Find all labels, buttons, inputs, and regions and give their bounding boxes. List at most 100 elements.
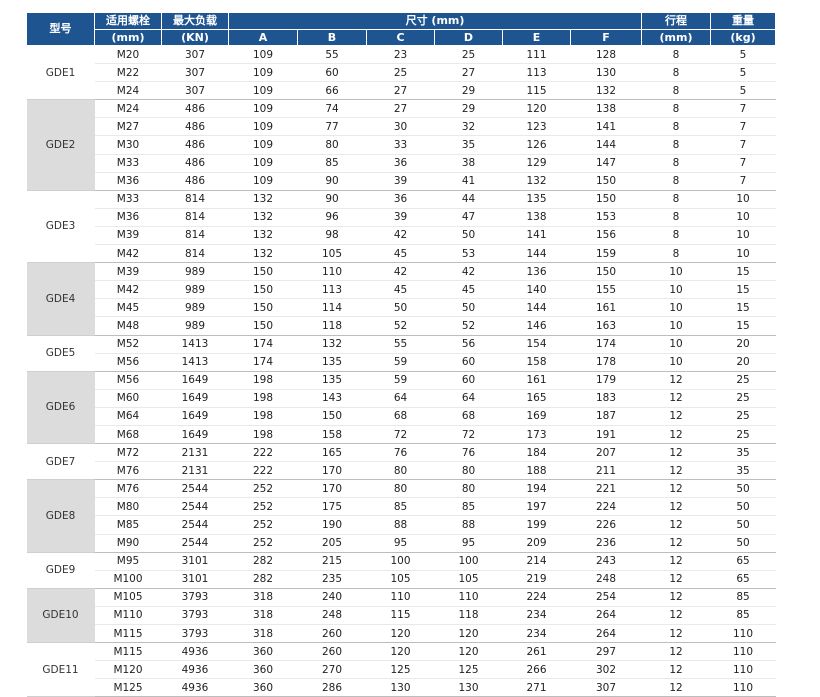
dim-e-cell: 113 (502, 63, 571, 83)
bolt-cell: M22 (94, 63, 162, 83)
weight-cell: 15 (710, 298, 776, 318)
table-row: GDE9 M95 3101 282 215 100 100 214 243 12 65 (26, 552, 776, 589)
header-dim-f: F (570, 29, 642, 46)
dim-f-cell: 128 (570, 45, 642, 65)
stroke-cell: 8 (641, 117, 711, 137)
dim-e-cell: 111 (502, 45, 571, 65)
table-row: M39 814 132 98 42 50 141 156 8 10 (27, 226, 776, 246)
dim-b-cell: 170 (297, 479, 367, 499)
bolt-cell: M24 (94, 99, 162, 119)
dim-d-cell: 130 (434, 678, 503, 697)
dim-d-cell: 80 (434, 461, 503, 481)
table-body: GDE1 M20 307 109 55 23 25 111 128 8 5 M22 307 109 60 25… (26, 45, 776, 697)
dim-a-cell: 109 (228, 117, 298, 137)
dim-d-cell: 64 (434, 389, 503, 408)
load-cell: 1649 (161, 371, 229, 390)
dim-d-cell: 95 (434, 534, 503, 553)
header-stroke-unit: (mm) (641, 29, 711, 46)
dim-a-cell: 318 (228, 624, 298, 644)
dim-b-cell: 110 (297, 262, 367, 282)
stroke-cell: 12 (641, 425, 711, 445)
dim-a-cell: 198 (228, 425, 298, 445)
dim-f-cell: 141 (570, 117, 642, 137)
dim-e-cell: 199 (502, 515, 571, 535)
weight-cell: 50 (710, 534, 776, 553)
load-cell: 486 (161, 117, 229, 137)
dim-a-cell: 174 (228, 353, 298, 372)
stroke-cell: 12 (641, 389, 711, 408)
bolt-cell: M20 (94, 45, 162, 65)
weight-cell: 7 (710, 135, 776, 155)
model-cell: GDE3 (26, 190, 95, 264)
dim-d-cell: 60 (434, 371, 503, 390)
dim-a-cell: 150 (228, 316, 298, 336)
stroke-cell: 8 (641, 190, 711, 209)
header-size: 尺寸 (mm) (228, 12, 642, 30)
load-cell: 2544 (161, 497, 229, 517)
load-cell: 814 (161, 190, 229, 209)
dim-f-cell: 138 (570, 99, 642, 119)
header-dim-b: B (297, 29, 367, 46)
dim-a-cell: 198 (228, 389, 298, 408)
table-row: M60 1649 198 143 64 64 165 183 12 25 (27, 389, 776, 408)
table-row: M45 989 150 114 50 50 144 161 10 15 (27, 298, 776, 318)
bolt-cell: M115 (94, 624, 162, 644)
header-load-unit: (KN) (161, 29, 229, 46)
bolt-cell: M30 (94, 135, 162, 155)
dim-c-cell: 88 (366, 515, 435, 535)
table-row: GDE5 M52 1413 174 132 55 56 154 174 10 20 (26, 335, 776, 372)
dim-d-cell: 100 (434, 552, 503, 571)
table-row: M90 2544 252 205 95 95 209 236 12 50 (27, 534, 776, 553)
dim-b-cell: 248 (297, 606, 367, 626)
load-cell: 4936 (161, 642, 229, 662)
load-cell: 2544 (161, 479, 229, 499)
dim-b-cell: 150 (297, 407, 367, 426)
dim-c-cell: 45 (366, 280, 435, 300)
model-cell: GDE6 (26, 371, 95, 445)
dim-c-cell: 64 (366, 389, 435, 408)
dim-a-cell: 282 (228, 552, 298, 571)
load-cell: 989 (161, 316, 229, 336)
dim-f-cell: 264 (570, 624, 642, 644)
load-cell: 2131 (161, 461, 229, 481)
dim-b-cell: 235 (297, 570, 367, 589)
load-cell: 2131 (161, 443, 229, 463)
stroke-cell: 12 (641, 461, 711, 481)
model-cell: GDE7 (26, 443, 95, 481)
dim-c-cell: 30 (366, 117, 435, 137)
dim-d-cell: 50 (434, 226, 503, 246)
dim-e-cell: 197 (502, 497, 571, 517)
header-weight-unit: (kg) (710, 29, 776, 46)
dim-b-cell: 240 (297, 588, 367, 607)
weight-cell: 5 (710, 81, 776, 101)
dim-f-cell: 264 (570, 606, 642, 626)
dim-a-cell: 109 (228, 45, 298, 65)
stroke-cell: 8 (641, 45, 711, 65)
dim-b-cell: 260 (297, 624, 367, 644)
dim-c-cell: 80 (366, 479, 435, 499)
dim-d-cell: 76 (434, 443, 503, 463)
model-cell: GDE1 (26, 45, 95, 101)
weight-cell: 35 (710, 443, 776, 463)
dim-e-cell: 129 (502, 154, 571, 173)
load-cell: 4936 (161, 660, 229, 680)
stroke-cell: 8 (641, 154, 711, 173)
table-row: M120 4936 360 270 125 125 266 302 12 110 (27, 660, 776, 680)
load-cell: 1413 (161, 353, 229, 372)
dim-c-cell: 76 (366, 443, 435, 463)
dim-c-cell: 39 (366, 208, 435, 227)
table-row: M85 2544 252 190 88 88 199 226 12 50 (27, 515, 776, 535)
dim-c-cell: 120 (366, 624, 435, 644)
dim-b-cell: 80 (297, 135, 367, 155)
table-row: M56 1413 174 135 59 60 158 178 10 20 (27, 353, 776, 372)
table-row: M42 814 132 105 45 53 144 159 8 10 (27, 244, 776, 264)
bolt-cell: M125 (94, 678, 162, 697)
dim-d-cell: 53 (434, 244, 503, 264)
dim-a-cell: 360 (228, 660, 298, 680)
bolt-cell: M39 (94, 262, 162, 282)
dim-b-cell: 135 (297, 371, 367, 390)
dim-b-cell: 114 (297, 298, 367, 318)
dim-a-cell: 132 (228, 226, 298, 246)
model-cell: GDE8 (26, 479, 95, 553)
dim-e-cell: 219 (502, 570, 571, 589)
